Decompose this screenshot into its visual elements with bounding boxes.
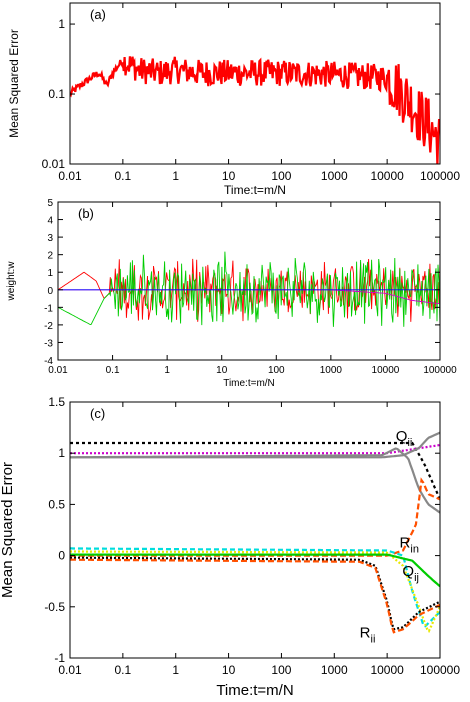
- series-line-1: [70, 56, 440, 164]
- y-tick-label: 0: [47, 286, 53, 297]
- x-tick-label: 10: [222, 169, 236, 183]
- panel-label: (c): [90, 406, 105, 421]
- series-line-1: [70, 441, 440, 500]
- y-tick-label: 2: [47, 251, 53, 262]
- y-tick-label: 1: [47, 268, 53, 279]
- x-tick-label: 0.01: [58, 169, 82, 183]
- x-tick-label: 10000: [370, 169, 404, 183]
- x-tick-label: 1: [172, 663, 179, 677]
- x-tick-label: 100000: [420, 169, 460, 183]
- series-line-9: [70, 556, 440, 631]
- y-tick-label: 1.5: [48, 395, 65, 409]
- x-axis-label: Time:t=m/N: [223, 378, 275, 389]
- series-annotation: Qij: [402, 563, 419, 584]
- series-annotation: Rii: [360, 625, 376, 646]
- x-tick-label: 10: [222, 663, 236, 677]
- plot-area: [58, 251, 440, 327]
- x-tick-label: 100: [271, 663, 291, 677]
- chart-panel-3: 0.01 0.1 1 10 100 1000 10000 100000 -1 -0.5 0 0.5 1 1…: [0, 395, 460, 699]
- y-tick-label: -0.5: [44, 600, 65, 614]
- chart-panel-2: 0.01 0.1 1 10 100 1000 10000 100000 -4 -3 -2 -1 0 1 2 3…: [6, 198, 457, 389]
- plot-frame: [69, 2, 441, 165]
- x-tick-label: 0.1: [115, 663, 132, 677]
- series-line-1: [58, 258, 440, 322]
- series-line-7: [70, 550, 440, 633]
- y-tick-label: 0: [58, 549, 65, 563]
- y-tick-label: 0.5: [48, 497, 65, 511]
- y-tick-label: 4: [47, 216, 53, 227]
- y-tick-label: -1: [54, 651, 65, 665]
- series-line-10: [70, 558, 440, 634]
- x-axis-label: Time:t=m/N: [216, 682, 293, 699]
- panel-label: (b): [78, 206, 94, 221]
- series-line-4: [70, 447, 440, 514]
- x-tick-label: 1000: [320, 365, 343, 376]
- y-tick-label: -2: [44, 321, 53, 332]
- y-tick-label: -4: [44, 356, 53, 367]
- plot-frame: [57, 201, 441, 361]
- y-tick-label: 1: [58, 446, 65, 460]
- plot-frame: [69, 401, 441, 659]
- series-line-2: [70, 443, 440, 455]
- y-axis-label: weight:w: [6, 261, 17, 302]
- y-tick-label: -1: [44, 303, 53, 314]
- x-tick-label: 10: [216, 365, 228, 376]
- series-annotation: Rin: [400, 534, 419, 555]
- x-tick-label: 10000: [370, 663, 404, 677]
- x-tick-label: 1000: [321, 663, 348, 677]
- x-tick-label: 100000: [420, 663, 460, 677]
- y-tick-label: 5: [47, 198, 53, 209]
- y-tick-label: 3: [47, 233, 53, 244]
- y-tick-label: 0.01: [42, 157, 66, 171]
- series-line-6: [70, 547, 440, 628]
- plot-area: [70, 431, 440, 634]
- x-tick-label: 0.1: [115, 169, 132, 183]
- y-axis-label: Mean Squared Error: [0, 462, 16, 598]
- series-line-5: [70, 477, 440, 557]
- y-tick-label: -3: [44, 338, 53, 349]
- x-tick-label: 0.01: [48, 365, 68, 376]
- y-tick-label: 1: [58, 17, 65, 31]
- x-tick-label: 0.1: [106, 365, 120, 376]
- x-tick-label: 10000: [372, 365, 400, 376]
- series-line-8: [70, 553, 440, 588]
- y-axis-label: Mean Squared Error: [7, 29, 21, 138]
- series-line-2: [58, 251, 440, 327]
- x-tick-label: 1: [164, 365, 170, 376]
- x-tick-label: 1: [172, 169, 179, 183]
- x-tick-label: 100: [268, 365, 285, 376]
- y-tick-label: 0.1: [48, 87, 65, 101]
- x-tick-label: 1000: [321, 169, 348, 183]
- x-tick-label: 0.01: [58, 663, 82, 677]
- series-annotation: Qii: [396, 428, 413, 449]
- x-tick-label: 100000: [423, 365, 457, 376]
- x-axis-label: Time:t=m/N: [224, 183, 286, 197]
- panel-label: (a): [90, 7, 106, 22]
- chart-panel-1: 0.01 0.1 1 10 100 1000 10000 100000 0.01 0.1 1 (a) T…: [7, 2, 460, 197]
- plot-area: [70, 56, 440, 164]
- x-tick-label: 100: [271, 169, 291, 183]
